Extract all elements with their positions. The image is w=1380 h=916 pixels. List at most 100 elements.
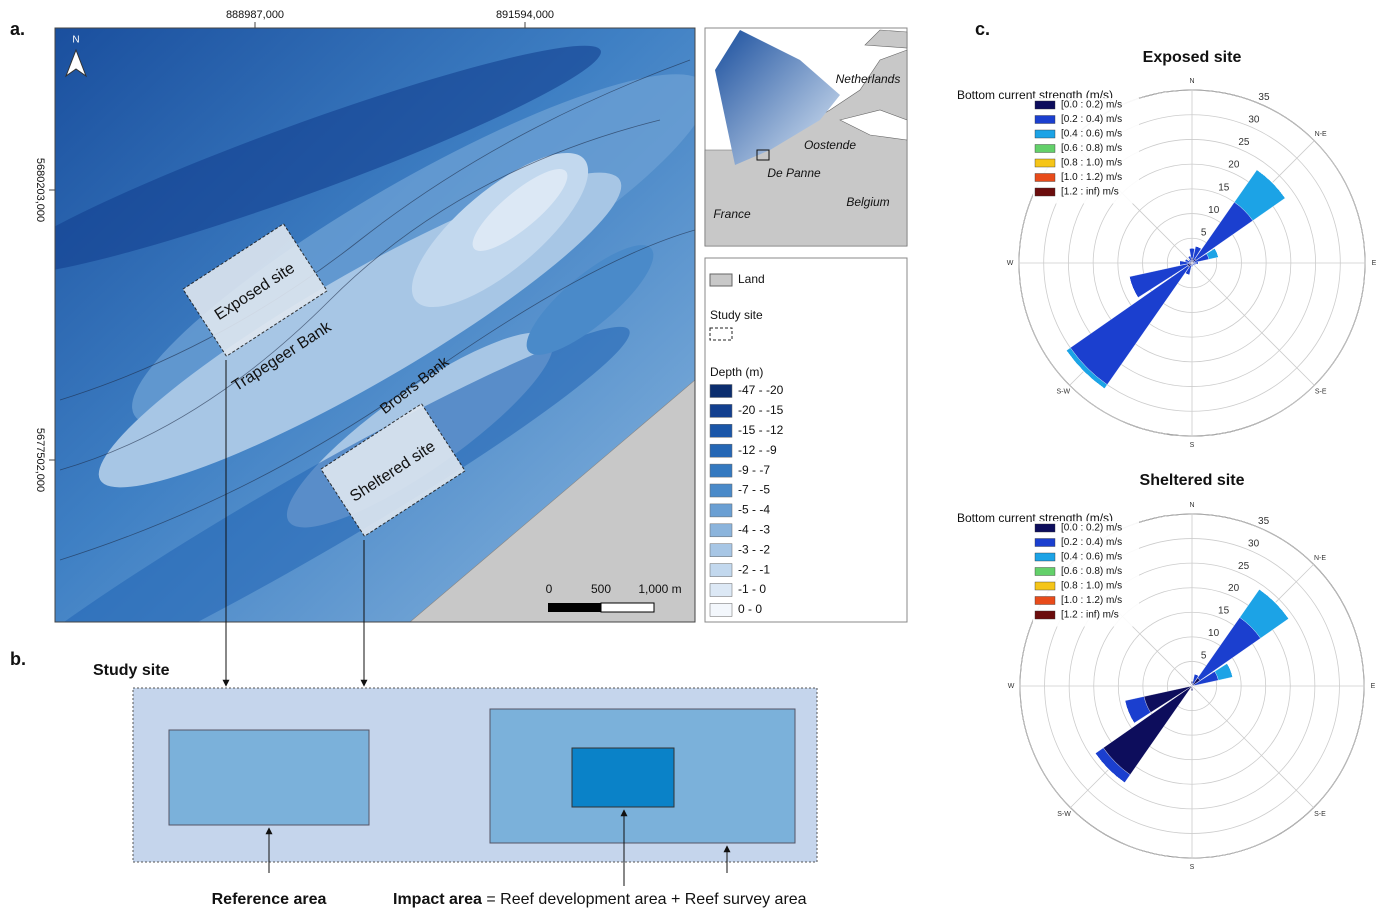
spoke — [1192, 686, 1314, 808]
legend-label: -12 - -9 — [738, 443, 777, 457]
legend-label: [0.0 : 0.2) m/s — [1061, 523, 1122, 534]
r-tick-label: 35 — [1258, 92, 1270, 103]
rose-bar — [1070, 266, 1189, 385]
legend-label: -5 - -4 — [738, 503, 770, 517]
inset-label: France — [713, 207, 751, 221]
legend-swatch — [1035, 159, 1055, 167]
direction-label: N — [1189, 78, 1194, 85]
area-definition: = Reef development area + Reef survey ar… — [486, 891, 806, 908]
legend-swatch — [710, 603, 732, 616]
r-tick-label: 5 — [1201, 651, 1207, 662]
legend-swatch — [710, 385, 732, 398]
direction-label: S — [1190, 864, 1195, 871]
legend-swatch — [710, 444, 732, 457]
legend-swatch — [710, 424, 732, 437]
legend-swatch — [1035, 611, 1055, 619]
legend-swatch — [710, 544, 732, 557]
chart-title: Exposed site — [1143, 49, 1242, 66]
legend-label: -3 - -2 — [738, 542, 770, 556]
spoke — [1192, 263, 1314, 385]
legend-label: [0.6 : 0.8) m/s — [1061, 566, 1122, 577]
direction-label: W — [1007, 260, 1014, 267]
legend-label: -2 - -1 — [738, 562, 770, 576]
legend-label: [0.8 : 1.0) m/s — [1061, 158, 1122, 169]
scale-label: 500 — [591, 582, 611, 596]
legend-label: [0.8 : 1.0) m/s — [1061, 581, 1122, 592]
inset-label: Netherlands — [836, 72, 901, 86]
y-coordinate: 5680203,000 — [34, 158, 46, 222]
y-coordinate: 5677502,000 — [34, 428, 46, 492]
r-tick-label: 25 — [1238, 561, 1250, 572]
panel-label: c. — [975, 19, 990, 39]
legend-swatch — [1035, 145, 1055, 153]
r-tick-label: 30 — [1248, 115, 1260, 126]
legend-label: 0 - 0 — [738, 602, 762, 616]
legend-label: [0.4 : 0.6) m/s — [1061, 552, 1122, 563]
legend-swatch — [1035, 568, 1055, 576]
bathymetry-map — [0, 18, 741, 745]
r-tick-label: 20 — [1228, 583, 1240, 594]
legend-label: [0.2 : 0.4) m/s — [1061, 537, 1122, 548]
inset-label: Oostende — [804, 138, 856, 152]
legend-label: -4 - -3 — [738, 522, 770, 536]
legend-swatch — [710, 504, 732, 517]
legend-swatch — [1035, 524, 1055, 532]
legend-title: Depth (m) — [710, 365, 763, 379]
legend-label: [0.6 : 0.8) m/s — [1061, 143, 1122, 154]
legend-label: Land — [738, 272, 765, 286]
r-tick-label: 30 — [1248, 538, 1260, 549]
legend-swatch — [710, 584, 732, 597]
inset-label: Belgium — [846, 195, 889, 209]
r-tick-label: 10 — [1208, 628, 1220, 639]
legend-label: -47 - -20 — [738, 383, 784, 397]
r-tick-label: 10 — [1208, 205, 1220, 216]
legend-swatch — [1035, 553, 1055, 561]
r-tick-label: 15 — [1218, 606, 1230, 617]
figure: a. b. c. 888987,000 8 — [0, 0, 1380, 916]
legend-label: -15 - -12 — [738, 423, 784, 437]
direction-label: S — [1190, 442, 1195, 449]
chart-title: Sheltered site — [1140, 472, 1245, 489]
panel-title: Study site — [93, 662, 170, 679]
inset-label: De Panne — [767, 166, 821, 180]
legend-label: -9 - -7 — [738, 463, 770, 477]
direction-label: N — [1189, 502, 1194, 509]
r-tick-label: 20 — [1228, 160, 1240, 171]
legend-label: -20 - -15 — [738, 403, 784, 417]
legend-swatch — [1035, 174, 1055, 182]
legend-swatch — [710, 464, 732, 477]
legend-swatch — [710, 404, 732, 417]
legend-label: -7 - -5 — [738, 483, 770, 497]
legend-swatch — [1035, 130, 1055, 138]
scale-label: 1,000 m — [638, 582, 681, 596]
direction-label: S-E — [1315, 389, 1327, 396]
legend-swatch — [1035, 597, 1055, 605]
panel-label: a. — [10, 19, 25, 39]
area-name: Impact area — [393, 891, 482, 908]
legend-swatch — [1035, 188, 1055, 196]
x-coordinate: 888987,000 — [226, 9, 284, 21]
r-tick-label: 25 — [1238, 137, 1250, 148]
direction-label: N-E — [1314, 555, 1326, 562]
legend-swatch — [1035, 582, 1055, 590]
scale-label: 0 — [546, 582, 553, 596]
study-site-diagram — [133, 688, 817, 886]
panel-label: b. — [10, 649, 26, 669]
direction-label: S-W — [1057, 389, 1071, 396]
direction-label: S-W — [1057, 811, 1071, 818]
area-label: Reference area — [212, 891, 327, 908]
direction-label: W — [1008, 683, 1015, 690]
direction-label: E — [1371, 683, 1376, 690]
legend-label: [0.0 : 0.2) m/s — [1061, 100, 1122, 111]
legend-label: [1.0 : 1.2) m/s — [1061, 172, 1122, 183]
north-label: N — [72, 35, 79, 46]
x-coordinate: 891594,000 — [496, 9, 554, 21]
legend-label: [1.0 : 1.2) m/s — [1061, 595, 1122, 606]
legend-swatch — [710, 484, 732, 497]
legend-swatch — [1035, 101, 1055, 109]
legend-label: Study site — [710, 308, 763, 322]
legend-swatch — [710, 524, 732, 537]
legend-label: [1.2 : inf) m/s — [1061, 187, 1119, 198]
direction-label: N-E — [1315, 131, 1327, 138]
direction-label: E — [1372, 260, 1377, 267]
